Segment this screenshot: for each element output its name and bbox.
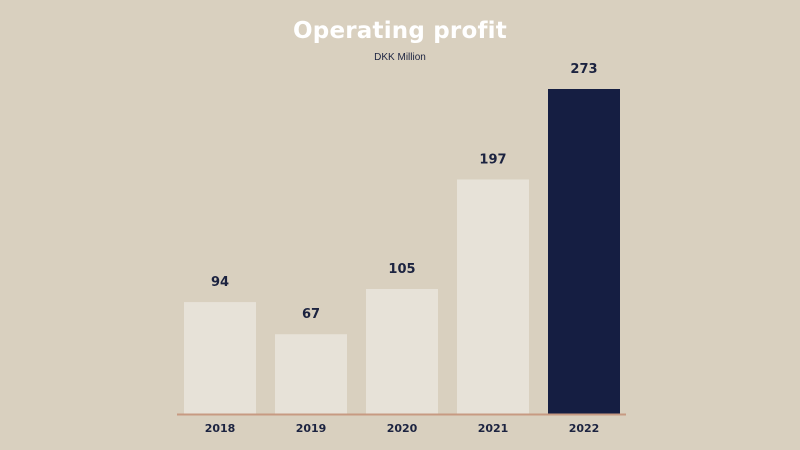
x-tick-label-2019: 2019 <box>296 422 327 435</box>
x-tick-label-2020: 2020 <box>387 422 418 435</box>
data-label-2021: 197 <box>479 152 506 167</box>
bar-2020 <box>366 289 438 414</box>
data-label-2018: 94 <box>211 275 229 290</box>
x-tick-label-2018: 2018 <box>205 422 236 435</box>
bar-2022 <box>548 89 620 414</box>
bar-2018 <box>184 302 256 414</box>
x-tick-label-2022: 2022 <box>569 422 600 435</box>
data-label-2019: 67 <box>302 307 320 322</box>
bar-2019 <box>275 334 347 414</box>
data-label-2020: 105 <box>388 262 415 277</box>
data-label-2022: 273 <box>570 62 597 77</box>
x-tick-label-2021: 2021 <box>478 422 509 435</box>
chart-subtitle: DKK Million <box>374 52 426 63</box>
bar-2021 <box>457 179 529 414</box>
chart-title: Operating profit <box>293 18 507 44</box>
